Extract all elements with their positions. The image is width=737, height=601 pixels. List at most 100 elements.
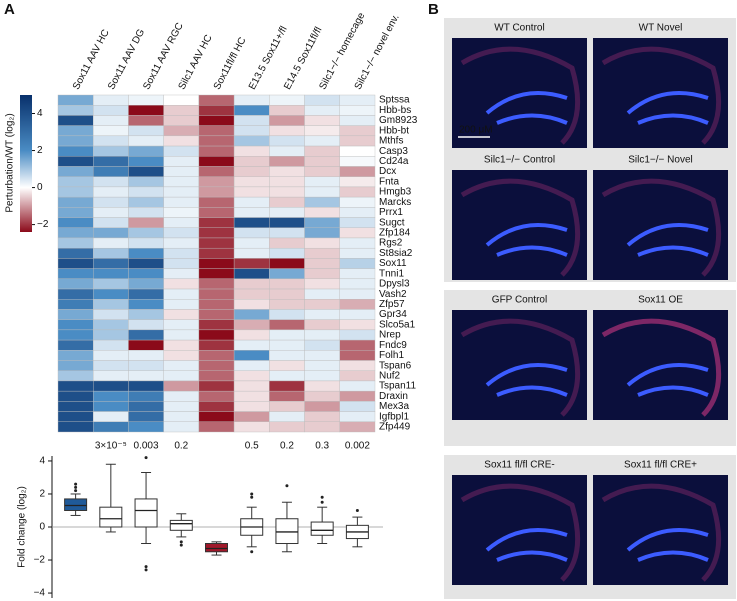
micrograph <box>593 475 728 585</box>
heatmap-cell <box>93 288 129 300</box>
micrograph <box>452 170 587 280</box>
heatmap-cell <box>93 217 129 228</box>
row-label: Folh1 <box>379 350 404 361</box>
heatmap-cell <box>163 339 200 351</box>
micrograph-dentate <box>626 528 709 562</box>
heatmap-cell <box>93 176 129 188</box>
heatmap-cell <box>233 115 270 126</box>
heatmap-cell <box>57 339 94 351</box>
heatmap-cell <box>163 350 200 361</box>
heatmap-cell <box>93 411 129 422</box>
heatmap-cell <box>339 268 376 280</box>
row-label: Rgs2 <box>379 238 403 249</box>
column-label: Silc1 AAV HC <box>177 33 215 91</box>
heatmap-cell <box>93 105 129 116</box>
micrograph-tissue <box>460 46 581 145</box>
box <box>310 521 334 536</box>
heatmap-cell <box>269 380 305 392</box>
heatmap-cell <box>128 125 164 137</box>
heatmap-cell <box>304 360 340 371</box>
heatmap-cell <box>128 105 164 116</box>
heatmap-cell <box>93 227 129 239</box>
heatmap-cell <box>233 186 270 198</box>
heatmap-cell <box>269 268 305 280</box>
heatmap-cell <box>57 166 94 177</box>
heatmap-cell <box>339 360 376 371</box>
heatmap-cell <box>233 380 270 392</box>
heatmap-cell <box>163 186 200 198</box>
micrograph-dentate <box>626 363 709 397</box>
heatmap-cell <box>198 309 235 320</box>
y-axis-label: Fold change (log₂) <box>17 486 28 568</box>
heatmap-cell <box>198 329 235 341</box>
heatmap-cell <box>128 370 164 382</box>
heatmap-cell <box>269 370 305 382</box>
heatmap-cell <box>339 145 376 157</box>
heatmap-cell <box>128 196 164 208</box>
row-label: Cd24a <box>379 156 409 167</box>
micrograph-label: Sox11 fl/fl CRE+ <box>624 460 697 471</box>
heatmap-cell <box>339 258 376 269</box>
outlier <box>320 500 324 504</box>
heatmap-cell <box>233 237 270 249</box>
heatmap-cell <box>57 329 94 341</box>
micrograph-label: WT Control <box>494 23 544 34</box>
heatmap-cell <box>57 105 94 116</box>
heatmap-cell <box>93 370 129 382</box>
heatmap-cell <box>233 217 270 228</box>
heatmap-cell <box>233 145 270 157</box>
heatmap-cell <box>339 411 376 422</box>
heatmap-cell <box>269 166 305 177</box>
heatmap-cell <box>304 339 340 351</box>
row-label: Fnta <box>379 176 399 187</box>
heatmap-cell <box>304 299 340 310</box>
heatmap-cell <box>304 196 340 208</box>
heatmap-cell <box>198 380 235 392</box>
outlier <box>179 543 183 547</box>
heatmap-cell <box>198 115 235 126</box>
outlier <box>144 565 148 569</box>
heatmap-cell <box>57 176 94 188</box>
heatmap-cell <box>57 186 94 198</box>
micrograph-dentate <box>485 528 568 562</box>
heatmap-cell <box>57 145 94 157</box>
scale-bar-label: 200 μM <box>459 125 493 136</box>
row-label: Sptssa <box>379 95 410 106</box>
heatmap-cell <box>128 309 164 320</box>
heatmap-cell <box>198 247 235 259</box>
heatmap-cell <box>128 390 164 402</box>
heatmap-cell <box>304 156 340 167</box>
heatmap-cell <box>339 176 376 188</box>
heatmap-cell <box>269 421 305 433</box>
micrograph-tissue <box>601 178 722 277</box>
outlier <box>285 484 289 488</box>
heatmap-cell <box>304 411 340 422</box>
heatmap-cell <box>93 186 129 198</box>
heatmap-cell <box>304 258 340 269</box>
heatmap-cell <box>233 390 270 402</box>
row-label: Hmgb3 <box>379 187 412 198</box>
row-label: Slco5a1 <box>379 319 416 330</box>
micrograph-dentate <box>485 363 568 397</box>
heatmap-cell <box>269 401 305 412</box>
heatmap-cell <box>163 370 200 382</box>
row-label: Tnni1 <box>379 268 404 279</box>
micrograph-label: Silc1−/− Novel <box>628 155 692 166</box>
heatmap-cell <box>233 339 270 351</box>
heatmap-cell <box>233 370 270 382</box>
heatmap-cell <box>269 258 305 269</box>
heatmap-cell <box>304 268 340 280</box>
panel-label: A <box>4 1 15 18</box>
heatmap-cell <box>304 350 340 361</box>
heatmap-cell <box>128 186 164 198</box>
heatmap-cell <box>163 237 200 249</box>
micrograph <box>452 310 587 420</box>
row-label: St8sia2 <box>379 248 413 259</box>
heatmap-cell <box>93 125 129 137</box>
heatmap-cell <box>198 94 235 106</box>
row-label: Gm8923 <box>379 115 418 126</box>
box <box>134 498 158 528</box>
heatmap-cell <box>339 125 376 137</box>
heatmap-cell <box>269 156 305 167</box>
row-label: Zfp184 <box>379 228 411 239</box>
